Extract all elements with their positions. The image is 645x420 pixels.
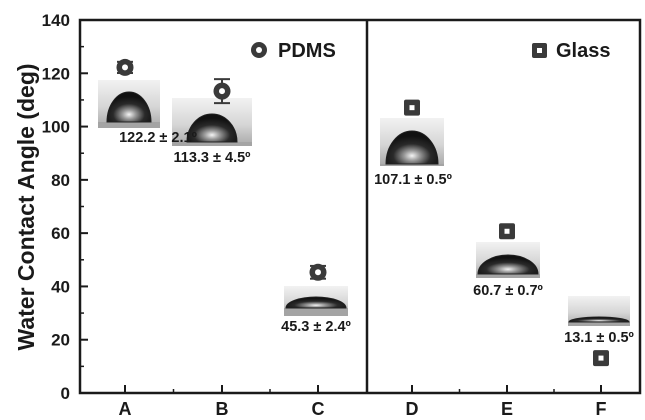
water-droplet-A [106,91,152,123]
legend-glass-label: Glass [556,40,610,62]
y-tick-label: 140 [42,11,70,30]
water-droplet-D [385,130,439,165]
value-annotation-C: 45.3 ± 2.4º [281,319,351,335]
y-tick-label: 120 [42,64,70,83]
substrate-E [476,274,540,278]
data-point-center-C [315,269,321,276]
substrate-F [568,322,630,326]
legend-pdms: PDMS [251,40,336,62]
substrate-B [172,142,252,146]
data-point-center-E [504,228,510,234]
y-tick-label: 0 [61,384,70,403]
plot-area-frame [78,18,642,395]
substrate-C [284,308,348,316]
water-droplet-E [477,254,539,275]
y-tick-label: 80 [51,171,70,190]
axis-ticks: 0 20 40 60 80 100 120 140 A B C D E F [42,11,607,419]
droplet-photos [98,80,630,326]
water-droplet-B [186,113,238,143]
y-tick-label: 100 [42,118,70,137]
x-tick-label: D [406,399,419,419]
substrate-D [380,164,444,166]
data-point-center-D [409,105,415,111]
value-annotation-B: 113.3 ± 4.5º [174,150,252,166]
water-droplet-F [568,316,630,323]
x-tick-label: B [216,399,229,419]
value-annotation-E: 60.7 ± 0.7º [473,283,543,299]
data-marks: 122.2 ± 2.1º 113.3 ± 4.5º 45.3 ± 2.4º 107.1… [116,58,635,367]
x-tick-label: A [119,399,132,419]
value-annotation-A: 122.2 ± 2.1º [119,130,197,146]
legend-glass-marker-center [537,48,542,53]
y-axis-label: Water Contact Angle (deg) [13,63,39,350]
y-tick-label: 20 [51,331,70,350]
value-annotation-F: 13.1 ± 0.5º [564,330,634,346]
x-tick-label: E [501,399,513,419]
y-tick-label: 60 [51,224,70,243]
x-tick-label: C [312,399,325,419]
value-annotation-D: 107.1 ± 0.5º [374,172,452,188]
data-point-center-A [122,64,128,71]
legend-glass: Glass [532,40,610,62]
data-point-center-B [219,88,225,95]
substrate-A [98,122,160,128]
water-droplet-C [285,296,347,309]
legend-pdms-label: PDMS [278,40,336,62]
data-point-center-F [598,355,604,361]
y-tick-label: 40 [51,277,70,296]
legend-pdms-marker-center [256,47,262,53]
x-tick-label: F [596,399,607,419]
